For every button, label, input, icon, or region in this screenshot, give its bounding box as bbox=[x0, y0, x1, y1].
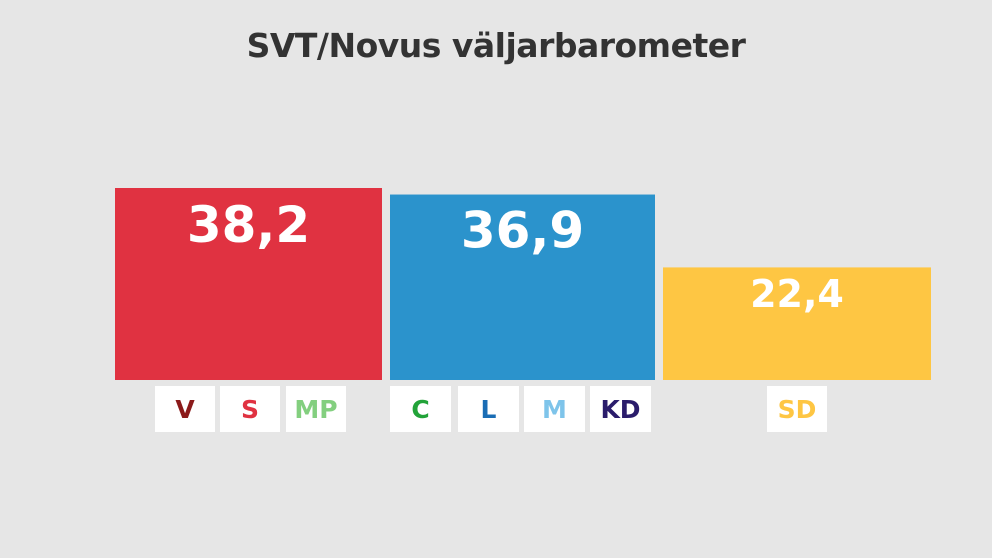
bar-2 bbox=[390, 194, 655, 380]
party-label-kd: KD bbox=[600, 395, 640, 424]
party-box-v bbox=[155, 386, 215, 432]
chart-title: SVT/Novus väljarbarometer bbox=[246, 26, 746, 65]
bar-value-label-2: 36,9 bbox=[461, 202, 584, 260]
party-label-m: M bbox=[542, 395, 567, 424]
party-box-l bbox=[458, 386, 519, 432]
bar-1 bbox=[115, 188, 382, 380]
party-box-mp bbox=[286, 386, 346, 432]
party-box-s bbox=[220, 386, 280, 432]
bar-value-label-1: 38,2 bbox=[187, 196, 310, 254]
party-label-l: L bbox=[481, 395, 497, 424]
party-box-c bbox=[390, 386, 451, 432]
party-label-mp: MP bbox=[294, 395, 337, 424]
party-label-s: S bbox=[241, 395, 259, 424]
party-box-m bbox=[524, 386, 585, 432]
party-box-sd bbox=[767, 386, 827, 432]
bar-value-label-3: 22,4 bbox=[750, 272, 844, 316]
bar-3 bbox=[663, 267, 931, 380]
party-label-c: C bbox=[411, 395, 429, 424]
party-label-v: V bbox=[175, 395, 195, 424]
party-label-sd: SD bbox=[778, 395, 817, 424]
party-box-kd bbox=[590, 386, 651, 432]
